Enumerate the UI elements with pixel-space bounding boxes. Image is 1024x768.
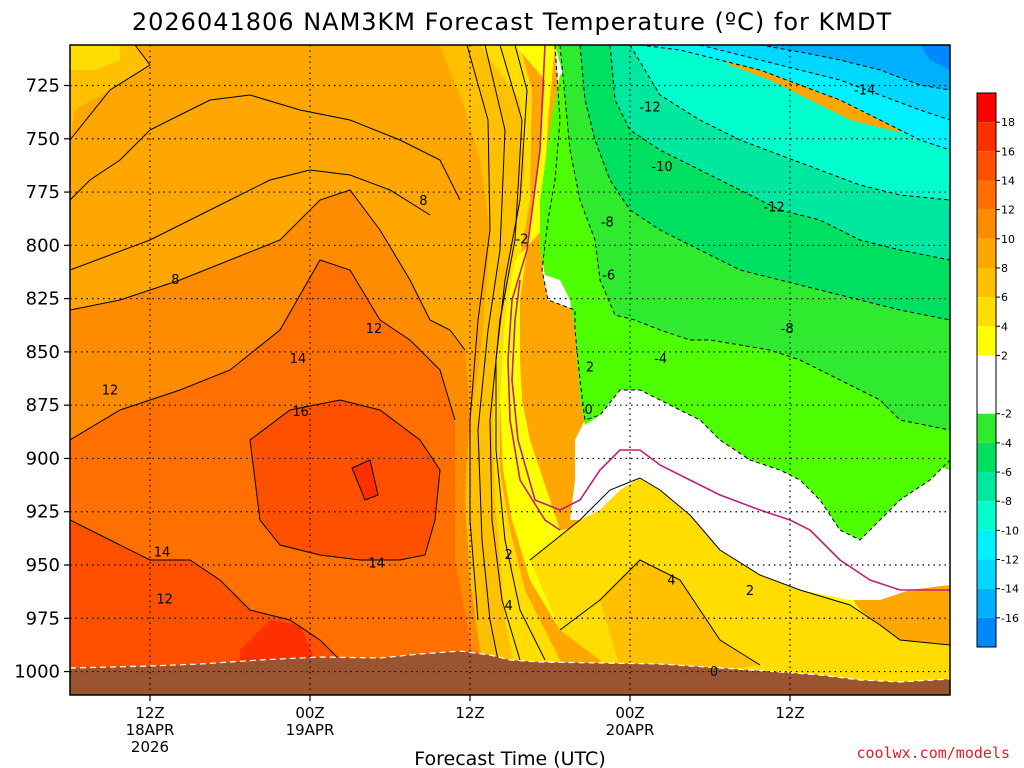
contour-label: -12 xyxy=(639,100,660,115)
x-tick-label: 20APR xyxy=(606,721,655,739)
colorbar-tick-label: -10 xyxy=(1001,524,1019,537)
contour-label: 2 xyxy=(586,360,594,375)
colorbar-tick-label: 16 xyxy=(1001,145,1015,158)
y-tick-label: 1000 xyxy=(14,662,60,683)
colorbar-swatch xyxy=(977,384,996,414)
y-axis: 725 750 775 800 825 850 875 900 925 950 975 1000 xyxy=(14,75,70,683)
contour-label: 2 xyxy=(746,584,754,599)
colorbar-swatch xyxy=(977,559,996,589)
x-tick-label: 12Z xyxy=(135,704,164,722)
colorbar-tick-label: -8 xyxy=(1001,495,1012,508)
y-tick-label: 725 xyxy=(26,75,60,96)
contour-label: -8 xyxy=(781,322,794,337)
y-tick-label: 900 xyxy=(26,448,60,469)
colorbar-tick-label: 6 xyxy=(1001,291,1008,304)
x-tick-label: 00Z xyxy=(615,704,644,722)
colorbar-tick-label: -16 xyxy=(1001,612,1019,625)
contour-label: 0 xyxy=(585,403,593,418)
colorbar-tick-label: 10 xyxy=(1001,233,1015,246)
colorbar-swatch xyxy=(977,326,996,356)
contour-label: 14 xyxy=(154,546,171,561)
y-tick-label: 775 xyxy=(26,182,60,203)
contour-label: -6 xyxy=(602,269,615,284)
colorbar-frame xyxy=(976,92,997,648)
x-tick-label: 18APR xyxy=(126,721,175,739)
x-tick-label: 12Z xyxy=(455,704,484,722)
colorbar-tick-label: -2 xyxy=(1001,408,1012,421)
colorbar-tick-label: 12 xyxy=(1001,204,1015,217)
colorbar-tick-label: 4 xyxy=(1001,320,1008,333)
colorbar-swatch xyxy=(977,355,996,385)
contour-label: 12 xyxy=(102,384,119,399)
y-tick-label: 875 xyxy=(26,395,60,416)
contour-label: 4 xyxy=(505,599,513,614)
contour-label: -2 xyxy=(516,232,529,247)
colorbar-swatch xyxy=(977,617,996,647)
contour-label: -4 xyxy=(654,352,667,367)
y-tick-label: 800 xyxy=(26,235,60,256)
colorbar-tick-label: -4 xyxy=(1001,437,1012,450)
y-tick-label: 925 xyxy=(26,502,60,523)
contour-label: 2 xyxy=(505,548,513,563)
contour-label: 0 xyxy=(710,665,718,680)
contour-label: -14 xyxy=(854,83,875,98)
colorbar-swatch xyxy=(977,151,996,181)
x-tick-label: 19APR xyxy=(286,721,335,739)
contour-label: 16 xyxy=(292,405,309,420)
contour-label: -12 xyxy=(763,200,784,215)
grid-lines xyxy=(70,45,950,695)
contour-label: 8 xyxy=(171,273,179,288)
contour-labels: -14 -12 -10 -12 8 -8 -2 -6 8 12 -8 -4 14 2 12 0 16 14 2 14 4… xyxy=(102,83,876,680)
colorbar-tick-label: -6 xyxy=(1001,466,1012,479)
colorbar-swatch xyxy=(977,297,996,327)
colorbar-swatch xyxy=(977,180,996,210)
colorbar-swatch xyxy=(977,413,996,443)
contour-label: 12 xyxy=(366,322,383,337)
y-tick-label: 850 xyxy=(26,342,60,363)
contour-label: 14 xyxy=(290,352,307,367)
colorbar-swatch xyxy=(977,472,996,502)
temperature-field xyxy=(70,45,950,695)
y-tick-label: 825 xyxy=(26,289,60,310)
x-tick-label: 12Z xyxy=(775,704,804,722)
contour-label: 8 xyxy=(419,194,427,209)
x-tick-label: 2026 xyxy=(131,738,169,756)
plot-frame xyxy=(69,44,951,696)
y-tick-label: 950 xyxy=(26,555,60,576)
y-tick-label: 975 xyxy=(26,608,60,629)
x-axis-title: Forecast Time (UTC) xyxy=(414,748,605,768)
colorbar-tick-label: 2 xyxy=(1001,349,1008,362)
colorbar-swatch xyxy=(977,501,996,531)
colorbar-swatch xyxy=(977,238,996,268)
colorbar-tick-label: 8 xyxy=(1001,262,1008,275)
contour-label: 12 xyxy=(156,593,173,608)
colorbar-swatch xyxy=(977,442,996,473)
contour-label: -10 xyxy=(651,160,672,175)
contour-label: -8 xyxy=(601,215,614,230)
colorbar-swatch xyxy=(977,122,996,152)
colorbar-tick-label: 18 xyxy=(1001,116,1015,129)
chart-title: 2026041806 NAM3KM Forecast Temperature (… xyxy=(132,8,892,36)
x-tick-label: 00Z xyxy=(295,704,324,722)
colorbar-swatch xyxy=(977,93,996,123)
colorbar-tick-label: 14 xyxy=(1001,174,1015,187)
contour-label: 14 xyxy=(368,556,385,571)
colorbar: 18 16 14 12 10 8 6 4 2 -2 -4 -6 -8 -10 -12 -14 -16 xyxy=(976,92,1019,648)
colorbar-swatch xyxy=(977,588,996,618)
y-tick-label: 750 xyxy=(26,129,60,150)
credit-link[interactable]: coolwx.com/models xyxy=(856,744,1010,762)
colorbar-tick-label: -14 xyxy=(1001,583,1019,596)
colorbar-swatch xyxy=(977,530,996,560)
contour-label: 4 xyxy=(667,573,675,588)
colorbar-swatch xyxy=(977,209,996,239)
colorbar-tick-label: -12 xyxy=(1001,554,1019,567)
colorbar-swatch xyxy=(977,267,996,298)
